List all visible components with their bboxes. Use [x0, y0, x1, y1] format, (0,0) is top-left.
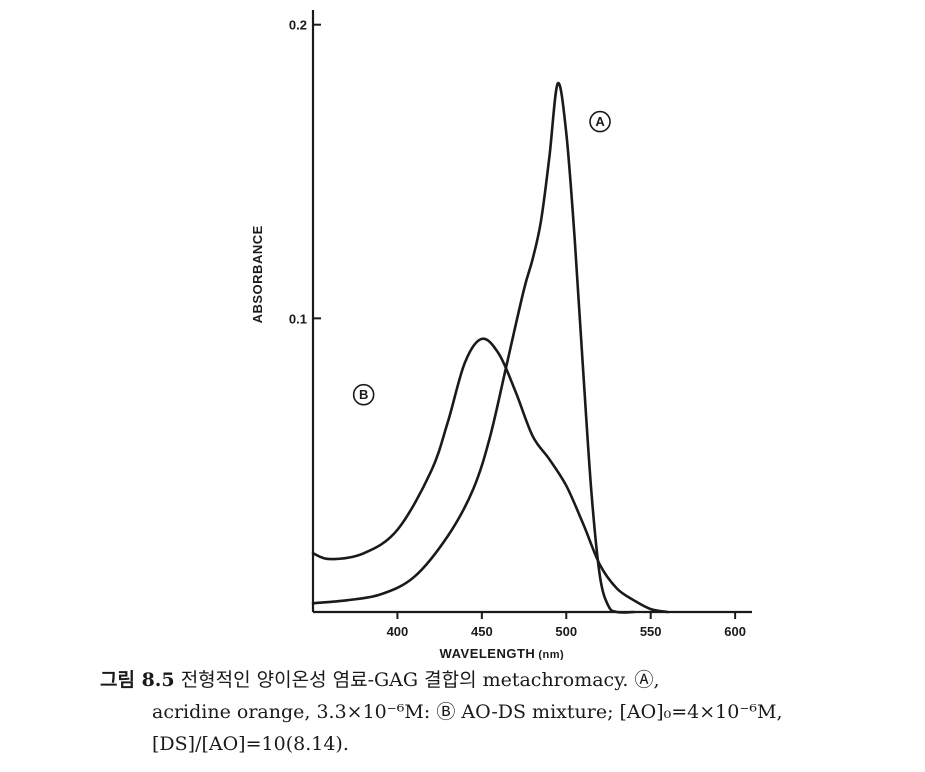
x-tick-label: 600 [724, 624, 746, 639]
series-marker-circle [589, 110, 611, 133]
figure-caption: 그림 8.5 전형적인 양이온성 염료-GAG 결합의 metachromacy… [100, 664, 915, 760]
y-tick-label: 0.1 [289, 311, 307, 326]
series-marker-label: B [359, 387, 368, 402]
series-markers: AB [352, 110, 611, 406]
y-tick-label: 0.2 [289, 18, 307, 33]
y-ticks: 0.1 0.2 [289, 18, 321, 326]
x-tick-label: 550 [640, 624, 662, 639]
series-marker-label: A [595, 114, 605, 129]
series-line-b [311, 337, 669, 614]
x-axis-label: WAVELENGTH (nm) [440, 646, 565, 660]
series-curves [311, 82, 669, 614]
x-tick-label: 450 [471, 624, 493, 639]
chart-axes [311, 10, 752, 614]
caption-line-2: acridine orange, 3.3×10⁻⁶M: Ⓑ AO-DS mixt… [152, 701, 783, 723]
x-tick-label: 400 [387, 624, 409, 639]
x-axis-unit: (nm) [538, 649, 564, 660]
series-marker-circle [352, 383, 375, 406]
caption-title: 전형적인 양이온성 염료-GAG 결합의 metachromacy. Ⓐ, [180, 669, 660, 691]
series-line-a [311, 82, 636, 614]
caption-line-3: [DS]/[AO]=10(8.14). [152, 733, 349, 755]
x-axis-label-text: WAVELENGTH [440, 646, 536, 660]
caption-line-1: 그림 8.5 전형적인 양이온성 염료-GAG 결합의 metachromacy… [100, 664, 915, 696]
x-tick-label: 500 [555, 624, 577, 639]
y-axis-label: ABSORBANCE [250, 225, 265, 323]
x-ticks: 400 450 500 550 600 [387, 612, 746, 639]
caption-figure-number: 그림 8.5 [100, 669, 175, 691]
absorbance-chart: 400 450 500 550 600 0.10.2 AB ABSORBANCE WAV… [250, 10, 752, 660]
